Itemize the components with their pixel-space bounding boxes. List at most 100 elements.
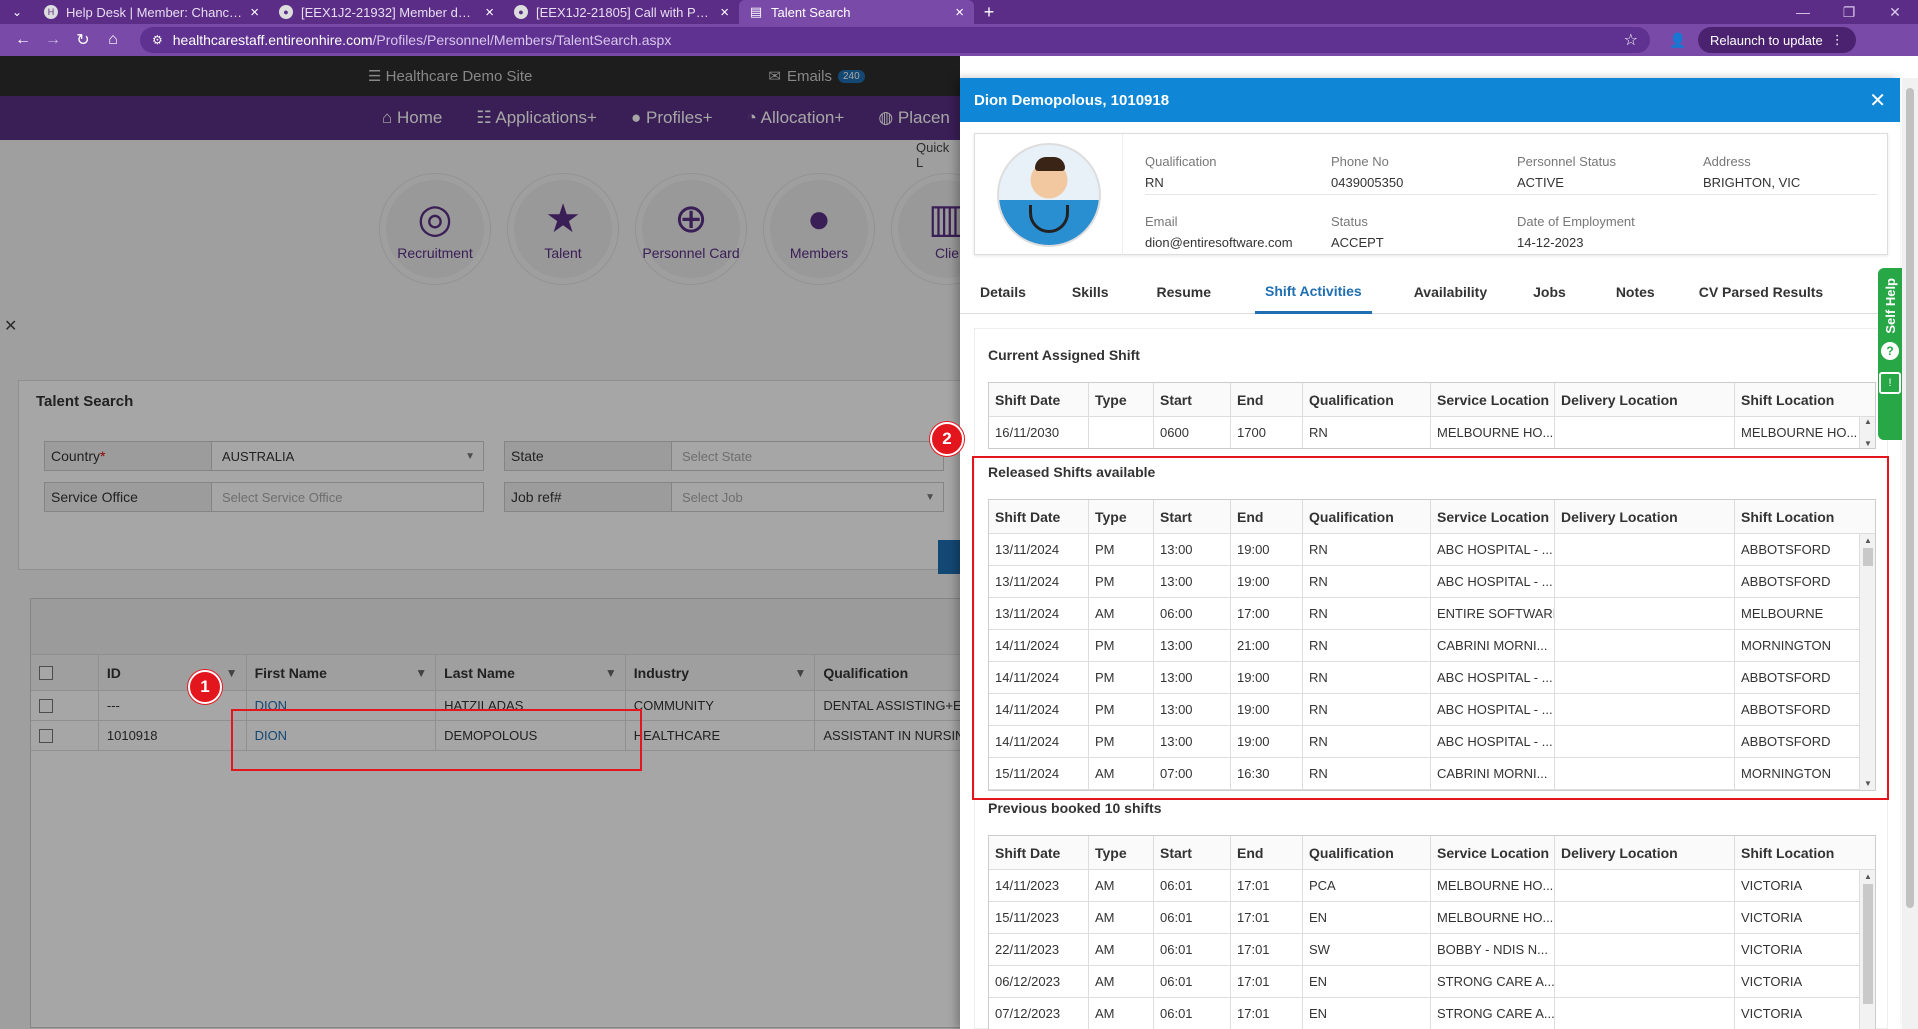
col-service-location[interactable]: Service Location (1431, 500, 1555, 533)
scroll-up-icon[interactable]: ▲ (1864, 536, 1872, 545)
col-end[interactable]: End (1231, 500, 1303, 533)
page-scroll-thumb[interactable] (1906, 88, 1914, 908)
col-end[interactable]: End (1231, 383, 1303, 416)
scroll-down-icon[interactable]: ▼ (1864, 779, 1872, 788)
scroll-thumb[interactable] (1863, 884, 1873, 1004)
col-first-name[interactable]: First Name ▼ (247, 655, 437, 690)
scroll-up-icon[interactable]: ▲ (1864, 417, 1872, 426)
tab-details[interactable]: Details (980, 284, 1026, 300)
jobref-select[interactable]: Select Job ▼ (672, 482, 944, 512)
quick-talent[interactable]: ★ Talent (508, 174, 618, 284)
home-icon[interactable]: ⌂ (108, 31, 118, 48)
col-last-name[interactable]: Last Name ▼ (436, 655, 626, 690)
nav-home[interactable]: ⌂ Home (382, 108, 442, 128)
col-type[interactable]: Type (1089, 836, 1154, 869)
quick-personnel-card[interactable]: ⊕ Personnel Card (636, 174, 746, 284)
country-select[interactable]: AUSTRALIA ▼ (212, 441, 484, 471)
col-start[interactable]: Start (1154, 836, 1231, 869)
scroll-down-icon[interactable]: ▼ (1864, 439, 1872, 448)
table-row[interactable]: 07/12/2023 AM 06:01 17:01 EN STRONG CARE A...… (989, 998, 1875, 1029)
col-qualification[interactable]: Qualification (1303, 383, 1431, 416)
table-row[interactable]: 14/11/2023 AM 06:01 17:01 PCA MELBOURNE HO...… (989, 870, 1875, 902)
col-qualification[interactable]: Qualification (1303, 836, 1431, 869)
close-tab-icon[interactable]: × (250, 3, 259, 21)
nav-profiles[interactable]: ● Profiles+ (631, 108, 713, 128)
browser-tab-1[interactable]: H Help Desk | Member: Chanchal × (34, 0, 269, 24)
scrollbar[interactable]: ▲ ▼ (1859, 417, 1875, 448)
table-row[interactable]: 15/11/2023 AM 06:01 17:01 EN MELBOURNE HO... V… (989, 902, 1875, 934)
col-end[interactable]: End (1231, 836, 1303, 869)
table-row[interactable]: 13/11/2024 PM 13:00 19:00 RN ABC HOSPITAL - .… (989, 534, 1875, 566)
new-tab-plus-icon[interactable]: + (983, 1, 995, 22)
table-row[interactable]: 06/12/2023 AM 06:01 17:01 EN STRONG CARE A...… (989, 966, 1875, 998)
table-row[interactable]: 14/11/2024 PM 13:00 19:00 RN ABC HOSPITAL - .… (989, 694, 1875, 726)
table-row[interactable]: 14/11/2024 PM 13:00 21:00 RN CABRINI MORNI...… (989, 630, 1875, 662)
col-shift-date[interactable]: Shift Date (989, 836, 1089, 869)
back-arrow-icon[interactable]: ← (15, 31, 31, 48)
nav-applications[interactable]: ☷ Applications+ (476, 108, 597, 128)
nav-placements[interactable]: ◍ Placen (878, 108, 950, 128)
window-close-icon[interactable]: ✕ (1889, 3, 1901, 20)
col-shift-date[interactable]: Shift Date (989, 383, 1089, 416)
table-row[interactable]: 14/11/2024 PM 13:00 19:00 RN ABC HOSPITAL - .… (989, 662, 1875, 694)
cell-first-name-link[interactable]: DION (247, 721, 437, 750)
col-service-location[interactable]: Service Location (1431, 836, 1555, 869)
site-name[interactable]: ☰ Healthcare Demo Site (368, 67, 532, 85)
modal-overlay[interactable] (0, 56, 960, 1029)
col-delivery-location[interactable]: Delivery Location (1555, 383, 1735, 416)
scrollbar[interactable]: ▲ ▼ (1859, 534, 1875, 790)
col-id[interactable]: ID ▼ (99, 655, 247, 690)
close-tab-icon[interactable]: × (720, 3, 729, 21)
emails-link[interactable]: ✉ Emails 240 (768, 67, 865, 85)
quick-members[interactable]: ● Members (764, 174, 874, 284)
close-icon[interactable]: ✕ (1869, 89, 1886, 112)
reload-icon[interactable]: ↻ (76, 32, 90, 49)
col-shift-location[interactable]: Shift Location (1741, 508, 1835, 525)
page-scrollbar[interactable] (1902, 78, 1918, 1029)
unpin-icon[interactable]: ✕ (4, 318, 18, 335)
service-office-select[interactable]: Select Service Office (212, 482, 484, 512)
col-start[interactable]: Start (1154, 383, 1231, 416)
table-row[interactable]: 13/11/2024 PM 13:00 19:00 RN ABC HOSPITAL - .… (989, 566, 1875, 598)
tab-notes[interactable]: Notes (1615, 284, 1655, 300)
col-type[interactable]: Type (1089, 383, 1154, 416)
relaunch-button[interactable]: Relaunch to update ⋮ (1698, 27, 1856, 53)
tab-jobs[interactable]: Jobs (1533, 284, 1566, 300)
profile-avatar-icon[interactable]: 👤 (1669, 31, 1687, 48)
table-row[interactable]: 15/11/2024 AM 07:00 16:30 RN CABRINI MORNI...… (989, 758, 1875, 790)
close-tab-icon[interactable]: × (485, 3, 494, 21)
table-row[interactable]: 1010918 DION DEMOPOLOUS HEALTHCARE ASSIS… (31, 721, 960, 751)
tab-availability[interactable]: Availability (1413, 284, 1488, 300)
browser-tab-4-active[interactable]: ▤ Talent Search × (739, 0, 974, 24)
col-shift-location[interactable]: Shift Location (1741, 844, 1835, 861)
filter-icon[interactable]: ▼ (225, 665, 238, 680)
self-help-widget[interactable]: Self Help ? ! (1878, 268, 1902, 440)
table-row[interactable]: 14/11/2024 PM 13:00 19:00 RN ABC HOSPITAL - .… (989, 726, 1875, 758)
table-row[interactable]: 13/11/2024 AM 06:00 17:00 RN ENTIRE SOFTWARE M… (989, 598, 1875, 630)
tab-shift-activities[interactable]: Shift Activities (1254, 270, 1372, 314)
chat-icon[interactable]: ! (1879, 371, 1901, 394)
close-tab-icon[interactable]: × (955, 3, 964, 21)
address-bar[interactable]: ⚙ healthcarestaff.entireonhire.com /Prof… (140, 27, 1650, 53)
tab-cv-parsed-results[interactable]: CV Parsed Results (1698, 284, 1824, 300)
col-shift-location[interactable]: Shift Location (1741, 391, 1835, 408)
col-qualification[interactable]: Qualification (815, 655, 960, 690)
filter-icon[interactable]: ▼ (794, 665, 807, 680)
scroll-up-icon[interactable]: ▲ (1864, 872, 1872, 881)
scroll-thumb[interactable] (1863, 548, 1873, 566)
col-type[interactable]: Type (1089, 500, 1154, 533)
filter-icon[interactable]: ▼ (604, 665, 617, 680)
nav-allocation[interactable]: ◔ Allocation+ (747, 108, 845, 128)
col-shift-date[interactable]: Shift Date (989, 500, 1089, 533)
row-checkbox[interactable] (39, 698, 53, 713)
filter-icon[interactable]: ▼ (415, 665, 428, 680)
site-info-icon[interactable]: ⚙ (152, 33, 163, 47)
col-service-location[interactable]: Service Location (1431, 383, 1555, 416)
tab-search-chevron-icon[interactable]: ⌄ (11, 5, 23, 19)
tab-resume[interactable]: Resume (1156, 284, 1211, 300)
minimize-icon[interactable]: — (1796, 4, 1810, 20)
table-row[interactable]: 22/11/2023 AM 06:01 17:01 SW BOBBY - NDIS N..… (989, 934, 1875, 966)
col-qualification[interactable]: Qualification (1303, 500, 1431, 533)
state-select[interactable]: Select State (672, 441, 944, 471)
table-row[interactable]: 16/11/2030 0600 1700 RN MELBOURNE HO... MELBO… (989, 417, 1875, 448)
